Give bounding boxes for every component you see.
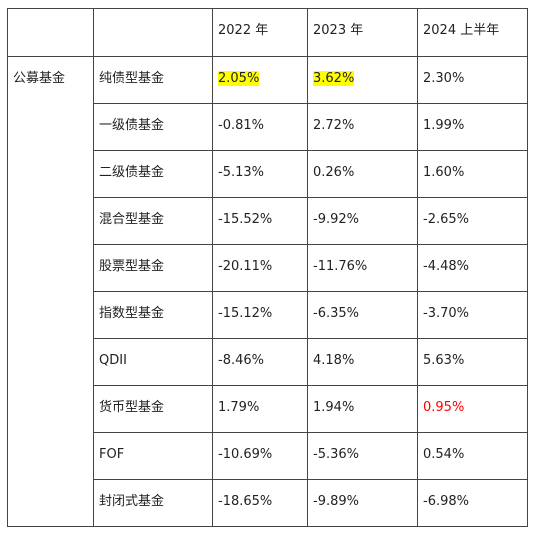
value-2023-cell: -11.76% bbox=[307, 244, 418, 292]
value-2023-cell: 3.62% bbox=[307, 56, 418, 104]
value-2023-cell: 1.94% bbox=[307, 385, 418, 433]
fund-type-cell: 股票型基金 bbox=[93, 244, 213, 292]
fund-type-cell: 一级债基金 bbox=[93, 103, 213, 151]
table-row: 货币型基金 1.79% 1.94% 0.95% bbox=[8, 385, 528, 433]
value-2024h1-cell: -2.65% bbox=[417, 197, 528, 245]
table-row: 指数型基金 -15.12% -6.35% -3.70% bbox=[8, 291, 528, 339]
table-row: 一级债基金 -0.81% 2.72% 1.99% bbox=[8, 103, 528, 151]
table-row: 公募基金 纯债型基金 2.05% 3.62% 2.30% bbox=[7, 56, 528, 527]
value-2024h1-cell: 0.54% bbox=[417, 432, 528, 480]
fund-type-cell: 混合型基金 bbox=[93, 197, 213, 245]
value-2024h1-cell: 0.95% bbox=[417, 385, 528, 433]
fund-type-cell: 指数型基金 bbox=[93, 291, 213, 339]
value-2022-cell: -15.52% bbox=[212, 197, 308, 245]
value-2022-cell: -18.65% bbox=[212, 479, 308, 527]
table-row: 二级债基金 -5.13% 0.26% 1.60% bbox=[8, 150, 528, 198]
table-row: 股票型基金 -20.11% -11.76% -4.48% bbox=[8, 244, 528, 292]
header-cell-2024h1: 2024 上半年 bbox=[417, 8, 528, 57]
highlighted-value: 3.62% bbox=[313, 71, 355, 86]
value-2023-cell: 4.18% bbox=[307, 338, 418, 386]
table-row: QDII -8.46% 4.18% 5.63% bbox=[8, 338, 528, 386]
value-2022-cell: -10.69% bbox=[212, 432, 308, 480]
value-2023-cell: 2.72% bbox=[307, 103, 418, 151]
fund-type-cell: 封闭式基金 bbox=[93, 479, 213, 527]
value-2022-cell: -5.13% bbox=[212, 150, 308, 198]
group-label-cell: 公募基金 bbox=[7, 56, 94, 527]
fund-type-cell: QDII bbox=[93, 338, 213, 386]
value-2023-cell: -6.35% bbox=[307, 291, 418, 339]
value-2024h1-cell: 1.60% bbox=[417, 150, 528, 198]
value-2024h1-cell: -4.48% bbox=[417, 244, 528, 292]
table-row: 封闭式基金 -18.65% -9.89% -6.98% bbox=[8, 479, 528, 527]
value-2022-cell: -0.81% bbox=[212, 103, 308, 151]
fund-type-cell: 纯债型基金 bbox=[93, 56, 213, 104]
value-2024h1-cell: -3.70% bbox=[417, 291, 528, 339]
value-2024h1-cell: 2.30% bbox=[417, 56, 528, 104]
value-2023-cell: -9.89% bbox=[307, 479, 418, 527]
header-cell-2023: 2023 年 bbox=[307, 8, 418, 57]
highlighted-value: 2.05% bbox=[218, 71, 260, 86]
header-cell-group bbox=[7, 8, 94, 57]
table-row: 混合型基金 -15.52% -9.92% -2.65% bbox=[8, 197, 528, 245]
value-2022-cell: -20.11% bbox=[212, 244, 308, 292]
fund-returns-table: 2022 年 2023 年 2024 上半年 公募基金 纯债型基金 2.05% … bbox=[7, 8, 528, 527]
fund-type-cell: 二级债基金 bbox=[93, 150, 213, 198]
value-2024h1-cell: 5.63% bbox=[417, 338, 528, 386]
value-2022-cell: 1.79% bbox=[212, 385, 308, 433]
header-row: 2022 年 2023 年 2024 上半年 bbox=[7, 8, 528, 57]
value-2024h1-cell: -6.98% bbox=[417, 479, 528, 527]
fund-type-cell: FOF bbox=[93, 432, 213, 480]
value-2022-cell: -15.12% bbox=[212, 291, 308, 339]
value-2023-cell: -9.92% bbox=[307, 197, 418, 245]
group-label: 公募基金 bbox=[13, 71, 66, 86]
value-2023-cell: 0.26% bbox=[307, 150, 418, 198]
header-cell-type bbox=[93, 8, 213, 57]
value-2023-cell: -5.36% bbox=[307, 432, 418, 480]
value-2022-cell: 2.05% bbox=[212, 56, 308, 104]
table-row: FOF -10.69% -5.36% 0.54% bbox=[8, 432, 528, 480]
fund-type-cell: 货币型基金 bbox=[93, 385, 213, 433]
header-cell-2022: 2022 年 bbox=[212, 8, 308, 57]
value-2024h1-cell: 1.99% bbox=[417, 103, 528, 151]
value-2022-cell: -8.46% bbox=[212, 338, 308, 386]
